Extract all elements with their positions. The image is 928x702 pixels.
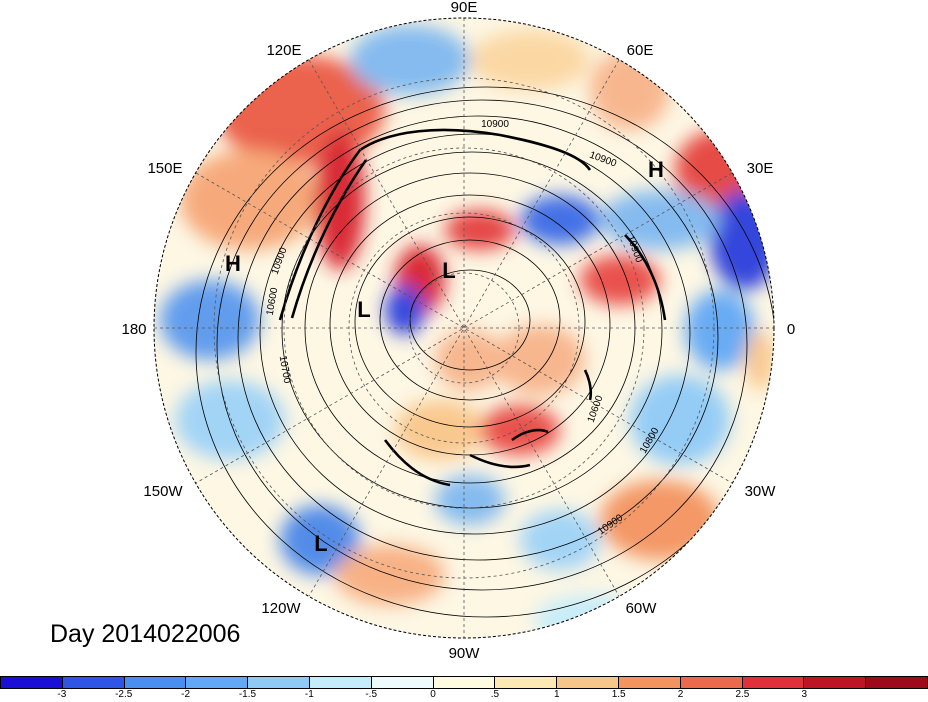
lon-label-90w: 90W	[449, 645, 481, 662]
colorbar-swatch	[248, 677, 310, 688]
low-center-east-pacific: L	[314, 531, 327, 556]
colorbar-swatch	[371, 677, 434, 688]
colorbar-swatch	[1, 677, 63, 688]
low-center-arctic-west: L	[357, 297, 370, 322]
lon-label-60w: 60W	[626, 600, 658, 617]
colorbar-swatch	[742, 677, 805, 688]
colorbar-swatch	[309, 677, 372, 688]
colorbar-tick-label: .5	[490, 689, 500, 700]
colorbar-tick-label: 2	[677, 689, 684, 700]
lon-label-150w: 150W	[143, 483, 183, 500]
colorbar-swatch	[186, 677, 249, 688]
colorbar-tick-label: -2	[181, 689, 191, 700]
graticule	[154, 18, 774, 638]
colorbar-tick-label: -.5	[365, 689, 378, 700]
colorbar-swatch	[866, 677, 927, 688]
colorbar-tick-label: -2.5	[115, 689, 133, 700]
lon-label-180: 180	[121, 321, 146, 338]
colorbar-tick-label: 1.5	[611, 689, 626, 700]
colorbar-swatch	[618, 677, 681, 688]
lon-label-30e: 30E	[747, 160, 774, 177]
contour-label: 10600	[265, 286, 281, 316]
date-label: Day 2014022006	[50, 620, 241, 648]
colorbar-labels: -3 -2.5 -2 -1.5 -1 -.5 0 .5 1 1.5 2 2.5 3	[0, 689, 928, 702]
lon-label-30w: 30W	[745, 483, 777, 500]
colorbar-tick-label: 3	[801, 689, 808, 700]
map-boundary	[153, 17, 775, 639]
colorbar-tick-label: 2.5	[735, 689, 750, 700]
colorbar-swatch	[680, 677, 743, 688]
colorbar-swatch	[557, 677, 619, 688]
colorbar-swatch	[804, 677, 867, 688]
colorbar-swatch	[124, 677, 187, 688]
contour-label: 10700	[277, 355, 293, 385]
colorbar-tick-label: -1.5	[238, 689, 257, 700]
jet-stream-contours	[278, 128, 667, 487]
height-contours	[195, 86, 774, 618]
lon-label-120w: 120W	[261, 600, 301, 617]
lon-label-60e: 60E	[627, 42, 654, 59]
lon-label-150e: 150E	[147, 160, 182, 177]
lon-label-90e: 90E	[451, 0, 478, 16]
low-center-arctic-east: L	[442, 258, 455, 283]
colorbar-tick-label: -1	[304, 689, 314, 700]
high-center-north-pacific: H	[225, 251, 241, 276]
lon-label-120e: 120E	[266, 42, 301, 59]
high-center-europe: H	[648, 157, 664, 182]
polar-stereographic-map: 90E 60E 120E 30E 150E 180 0 150W 30W 120…	[121, 0, 795, 662]
lon-label-0: 0	[787, 321, 795, 338]
colorbar-swatch	[495, 677, 558, 688]
colorbar-tick-label: 0	[430, 689, 436, 700]
colorbar-swatch	[433, 677, 496, 688]
contour-label: 10900	[481, 119, 509, 130]
colorbar-swatch	[62, 677, 125, 688]
colorbar-tick-label: 1	[554, 689, 560, 700]
colorbar-tick-label: -3	[57, 689, 67, 700]
colorbar	[0, 676, 928, 689]
